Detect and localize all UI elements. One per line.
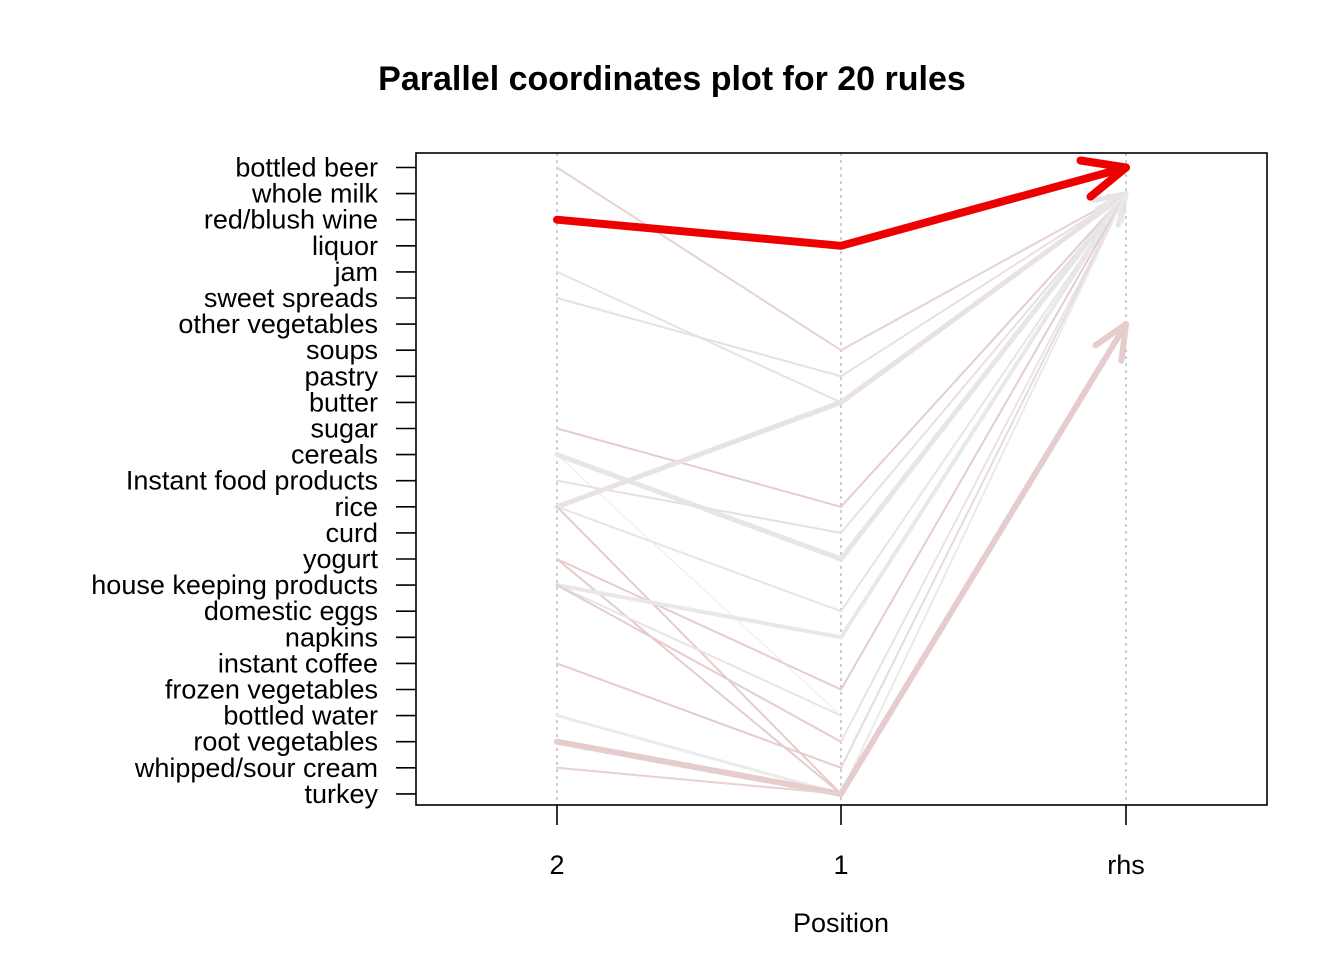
rule-line-yogurt-to-whole-milk [838, 191, 1129, 562]
y-label-house-keeping-products: house keeping products [91, 570, 378, 600]
y-label-other-vegetables: other vegetables [178, 309, 378, 339]
rule-line-bottled-water-to-turkey [555, 714, 843, 796]
grid-lines [556, 153, 1127, 805]
y-label-sugar: sugar [310, 414, 378, 444]
rule-line-turkey-to-other-vegetables [838, 321, 1129, 797]
chart-title: Parallel coordinates plot for 20 rules [378, 60, 966, 98]
y-label-napkins: napkins [285, 622, 378, 652]
y-label-butter: butter [309, 387, 378, 417]
rule-line-pastry-to-whole-milk [840, 192, 1127, 378]
y-label-curd: curd [325, 518, 378, 548]
y-label-liquor: liquor [312, 231, 378, 261]
y-label-whipped-sour-cream: whipped/sour cream [134, 753, 378, 783]
rule-line-napkins-to-whole-milk [839, 191, 1128, 640]
y-label-bottled-beer: bottled beer [235, 153, 378, 183]
x-axis-title: Position [793, 908, 889, 938]
rule-line-turkey-to-whole-milk [840, 192, 1127, 795]
rule-line-sweet-spreads-to-pastry [556, 297, 842, 378]
rule-line-sugar-to-rice [556, 427, 842, 508]
y-label-sweet-spreads: sweet spreads [204, 283, 378, 313]
y-label-rice: rice [334, 492, 378, 522]
rule-line-house-keeping-products-to-napkins [555, 583, 843, 640]
y-label-domestic-eggs: domestic eggs [204, 596, 378, 626]
rule-line-rice-to-whole-milk [840, 192, 1127, 508]
rule-line-turkey-to-other-vegetables-arrowhead [1092, 321, 1129, 364]
rule-line-root-vegetables-to-turkey [554, 738, 844, 797]
rule-line-rice-to-butter [554, 399, 844, 510]
rule-line-whipped-sour-cream-to-turkey [556, 766, 842, 795]
rule-line-bottled-beer-to-soups [556, 166, 842, 352]
y-label-yogurt: yogurt [303, 544, 379, 574]
rule-line-yogurt-to-frozen-vegetables [556, 558, 842, 691]
x-label-1: 1 [833, 850, 848, 880]
y-label-red-blush-wine: red/blush wine [204, 205, 378, 235]
rule-line-curd-to-whole-milk [840, 192, 1127, 534]
rule-line-turkey-to-whole-milk-arrowhead [1110, 192, 1127, 214]
rule-line-root-vegetables-to-whole-milk [840, 192, 1127, 743]
x-label-2: 2 [549, 850, 564, 880]
rule-line-instant-coffee-to-whipped-sour-cream [556, 662, 842, 769]
y-label-root-vegetables: root vegetables [193, 727, 378, 757]
rule-line-house-keeping-products-to-root-vegetables [556, 584, 842, 743]
rule-line-red-blush-wine-to-liquor-to-bottled-beer-arrowhead [1076, 156, 1130, 201]
y-label-instant-coffee: instant coffee [218, 648, 378, 678]
y-label-soups: soups [306, 335, 378, 365]
rule-line-red-blush-wine-to-liquor-to-bottled-beer [553, 163, 1130, 250]
rule-lines [553, 156, 1130, 797]
rule-line-whipped-sour-cream-to-whole-milk [840, 192, 1127, 769]
rule-line-cereals-to-bottled-water [556, 454, 842, 717]
rule-line-frozen-vegetables-to-whole-milk [840, 192, 1127, 691]
y-label-turkey: turkey [304, 779, 378, 809]
y-label-whole-milk: whole milk [251, 179, 379, 209]
y-label-jam: jam [333, 257, 378, 287]
rule-line-rice-to-domestic-eggs [556, 505, 842, 613]
x-label-rhs: rhs [1107, 850, 1145, 880]
y-label-frozen-vegetables: frozen vegetables [165, 675, 378, 705]
rule-line-soups-to-whole-milk [840, 192, 1127, 352]
y-label-cereals: cereals [291, 440, 378, 470]
y-label-bottled-water: bottled water [223, 701, 378, 731]
x-axis: 2 1 rhs [549, 805, 1145, 880]
y-label-instant-food-products: Instant food products [126, 466, 378, 496]
y-label-pastry: pastry [304, 361, 378, 391]
rule-line-domestic-eggs-to-whole-milk [840, 192, 1127, 613]
rule-line-yogurt-to-turkey [556, 558, 842, 795]
rule-line-butter-to-whole-milk [838, 191, 1129, 405]
rule-line-house-keeping-products-to-bottled-water [556, 584, 842, 717]
